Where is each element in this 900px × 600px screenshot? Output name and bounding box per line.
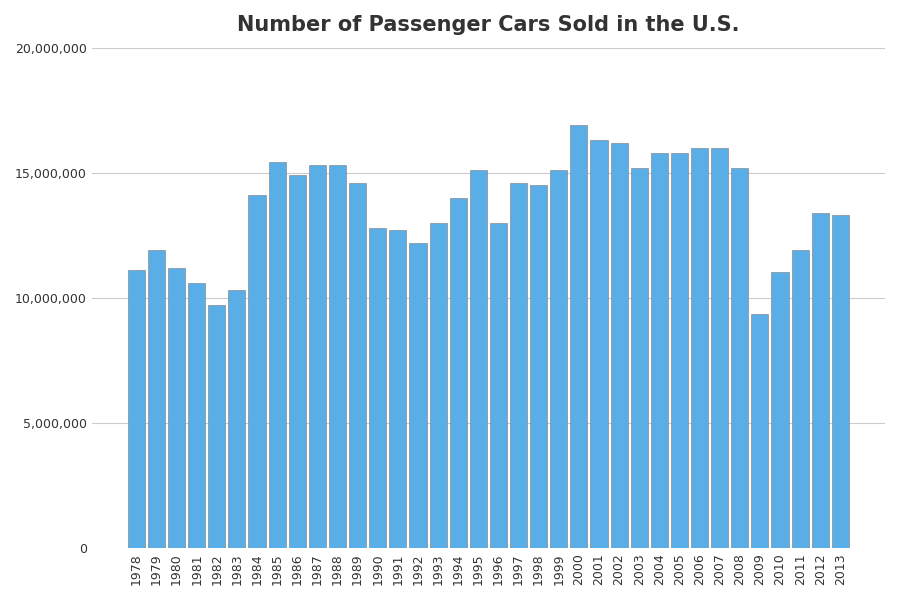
Bar	[349, 183, 366, 548]
Bar	[168, 268, 185, 548]
Bar	[590, 140, 608, 548]
Bar	[329, 166, 346, 548]
Bar	[248, 196, 266, 548]
Bar	[670, 153, 688, 548]
Bar	[771, 272, 788, 548]
Bar	[309, 166, 326, 548]
Bar	[429, 223, 446, 548]
Bar	[229, 290, 246, 548]
Bar	[732, 168, 749, 548]
Bar	[691, 148, 708, 548]
Bar	[832, 215, 849, 548]
Bar	[268, 161, 285, 548]
Bar	[410, 243, 427, 548]
Bar	[711, 148, 728, 548]
Bar	[510, 183, 527, 548]
Bar	[390, 230, 407, 548]
Bar	[188, 283, 205, 548]
Bar	[148, 250, 165, 548]
Bar	[208, 305, 225, 548]
Bar	[651, 153, 668, 548]
Bar	[792, 250, 809, 548]
Bar	[289, 175, 306, 548]
Bar	[470, 170, 487, 548]
Bar	[530, 185, 547, 548]
Bar	[610, 143, 627, 548]
Bar	[369, 228, 386, 548]
Bar	[128, 271, 145, 548]
Bar	[752, 314, 769, 548]
Bar	[571, 125, 588, 548]
Title: Number of Passenger Cars Sold in the U.S.: Number of Passenger Cars Sold in the U.S…	[237, 15, 740, 35]
Bar	[812, 213, 829, 548]
Bar	[490, 223, 507, 548]
Bar	[631, 168, 648, 548]
Bar	[450, 198, 467, 548]
Bar	[550, 170, 567, 548]
